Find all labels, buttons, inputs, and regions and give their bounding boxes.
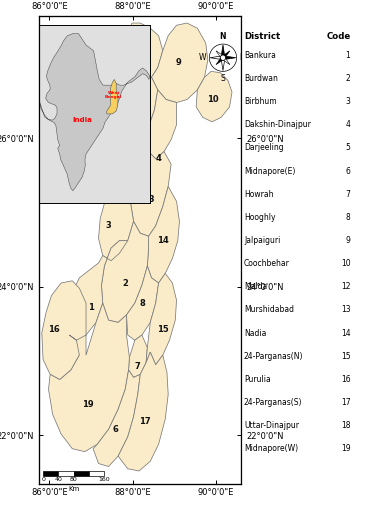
Text: 15: 15: [157, 326, 169, 334]
Text: 17: 17: [341, 398, 350, 407]
Text: 3: 3: [345, 97, 350, 106]
Text: 5: 5: [139, 50, 145, 59]
Text: 19: 19: [82, 399, 93, 409]
Text: 16: 16: [49, 326, 60, 334]
Text: District: District: [244, 32, 280, 41]
Text: Jalpaiguri: Jalpaiguri: [244, 236, 280, 245]
Text: Hooghly: Hooghly: [244, 213, 275, 222]
Text: Code: Code: [326, 32, 350, 41]
Bar: [89, 471, 104, 476]
Text: 12: 12: [122, 154, 133, 163]
Polygon shape: [126, 266, 159, 340]
Polygon shape: [98, 187, 133, 261]
Text: 9: 9: [345, 236, 350, 245]
Text: 17: 17: [138, 418, 150, 426]
Text: 1: 1: [346, 51, 350, 60]
Text: 6: 6: [345, 166, 350, 176]
Text: Burdwan: Burdwan: [244, 74, 278, 83]
Text: 13: 13: [143, 194, 154, 204]
Text: 24-Parganas(N): 24-Parganas(N): [244, 352, 303, 361]
Text: 14: 14: [341, 329, 350, 337]
Text: 10: 10: [341, 259, 350, 268]
Text: 40: 40: [54, 477, 62, 483]
Polygon shape: [144, 90, 177, 159]
Text: 7: 7: [345, 190, 350, 199]
Text: 14: 14: [157, 236, 169, 245]
Text: 4: 4: [156, 154, 161, 163]
Text: 9: 9: [176, 58, 182, 67]
Text: 24-Parganas(S): 24-Parganas(S): [244, 398, 303, 407]
Polygon shape: [146, 274, 177, 365]
Polygon shape: [68, 241, 128, 340]
Text: 2: 2: [346, 74, 350, 83]
Text: 80: 80: [70, 477, 77, 483]
Text: Dakshin-Dinajpur: Dakshin-Dinajpur: [244, 120, 311, 129]
Text: 0: 0: [41, 477, 45, 483]
Polygon shape: [122, 77, 158, 142]
Text: Midnapore(E): Midnapore(E): [244, 166, 295, 176]
Text: 8: 8: [139, 298, 145, 308]
Text: Purulia: Purulia: [244, 375, 271, 384]
Text: 16: 16: [341, 375, 350, 384]
Polygon shape: [125, 23, 163, 85]
Bar: [58, 471, 74, 476]
Text: 13: 13: [341, 305, 350, 315]
Text: 4: 4: [345, 120, 350, 129]
Polygon shape: [110, 118, 149, 199]
Bar: [74, 471, 89, 476]
Text: 19: 19: [341, 445, 350, 453]
Text: Bankura: Bankura: [244, 51, 276, 60]
Polygon shape: [196, 71, 232, 122]
Text: Murshidabad: Murshidabad: [244, 305, 294, 315]
Text: Nadia: Nadia: [244, 329, 266, 337]
Text: Midnapore(W): Midnapore(W): [244, 445, 298, 453]
Text: Darjeeling: Darjeeling: [244, 144, 284, 152]
Text: 18: 18: [341, 421, 350, 430]
Polygon shape: [131, 151, 171, 236]
Text: 6: 6: [112, 425, 118, 434]
Polygon shape: [151, 23, 208, 102]
Text: 160: 160: [98, 477, 110, 483]
Text: Km: Km: [68, 486, 79, 492]
Polygon shape: [102, 222, 149, 322]
Text: 2: 2: [122, 279, 128, 288]
Text: 10: 10: [207, 95, 219, 104]
Text: 7: 7: [135, 362, 140, 371]
Polygon shape: [93, 370, 140, 466]
Bar: [43, 471, 58, 476]
Text: Malda: Malda: [244, 282, 267, 291]
Text: Birbhum: Birbhum: [244, 97, 277, 106]
Polygon shape: [129, 335, 147, 378]
Polygon shape: [147, 187, 179, 283]
Text: 5: 5: [345, 144, 350, 152]
Polygon shape: [118, 352, 168, 471]
Text: Coochbehar: Coochbehar: [244, 259, 290, 268]
Text: 3: 3: [106, 222, 111, 230]
Text: 18: 18: [132, 110, 144, 119]
Text: Uttar-Dinajpur: Uttar-Dinajpur: [244, 421, 299, 430]
Text: Howrah: Howrah: [244, 190, 273, 199]
Text: 8: 8: [346, 213, 350, 222]
Polygon shape: [42, 281, 86, 380]
Polygon shape: [49, 303, 130, 452]
Text: 12: 12: [341, 282, 350, 291]
Text: 15: 15: [341, 352, 350, 361]
Text: 1: 1: [88, 303, 94, 312]
